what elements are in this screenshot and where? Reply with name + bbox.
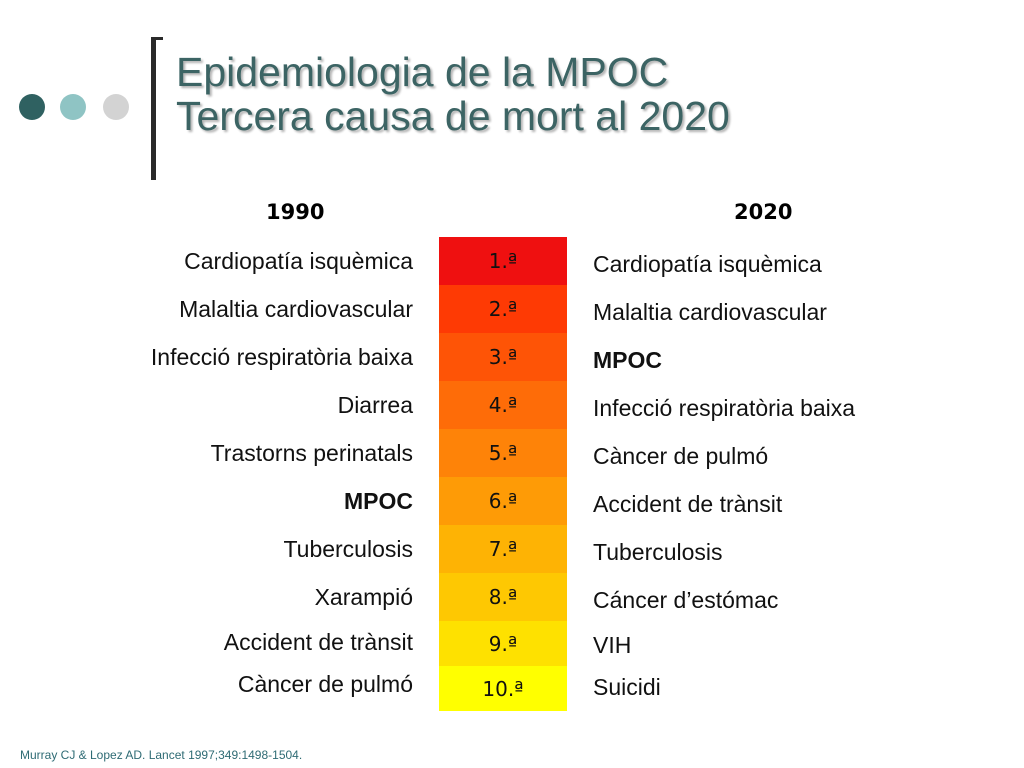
cause-1990-item: Tuberculosis — [283, 536, 413, 562]
cause-1990-item: Trastorns perinatals — [210, 440, 413, 466]
cause-1990-item: Cardiopatía isquèmica — [184, 248, 413, 274]
rank-cell: 10.ª — [439, 666, 567, 711]
rank-cell: 6.ª — [439, 477, 567, 525]
cause-2020-item: Cáncer d’estómac — [593, 587, 779, 613]
cause-2020-item: Suicidi — [593, 674, 661, 700]
cause-1990-item: Infecció respiratòria baixa — [150, 344, 413, 370]
cause-2020-item: Cardiopatía isquèmica — [593, 251, 822, 277]
cause-1990-item: Accident de trànsit — [223, 629, 413, 655]
cause-2020-item: Accident de trànsit — [593, 491, 783, 517]
rank-column: 1.ª 2.ª 3.ª 4.ª 5.ª 6.ª 7.ª 8.ª 9.ª 10.ª — [439, 237, 567, 711]
decor-dot-gray — [103, 94, 129, 120]
cause-2020-item: Càncer de pulmó — [593, 443, 769, 469]
cause-1990-item: Xarampió — [314, 584, 413, 610]
decor-dot-dark — [19, 94, 45, 120]
year-header-1990: 1990 — [266, 200, 325, 224]
title-line-2: Tercera causa de mort al 2020 — [176, 93, 730, 139]
cause-2020-item: Malaltia cardiovascular — [593, 299, 827, 325]
rank-cell: 3.ª — [439, 333, 567, 381]
causes-2020-list: Cardiopatía isquèmica Malaltia cardiovas… — [593, 240, 1013, 708]
cause-2020-item: Infecció respiratòria baixa — [593, 395, 856, 421]
cause-1990-item-highlight: MPOC — [344, 488, 413, 514]
cause-1990-item: Diarrea — [337, 392, 413, 418]
citation: Murray CJ & Lopez AD. Lancet 1997;349:14… — [20, 748, 303, 762]
title-bracket-line — [151, 37, 156, 180]
cause-2020-item: VIH — [593, 632, 632, 658]
cause-2020-item: Tuberculosis — [593, 539, 723, 565]
causes-1990-list: Cardiopatía isquèmica Malaltia cardiovas… — [40, 237, 413, 705]
slide-title: Epidemiologia de la MPOC Tercera causa d… — [176, 50, 730, 138]
rank-cell: 9.ª — [439, 621, 567, 666]
rank-cell: 5.ª — [439, 429, 567, 477]
cause-2020-item-highlight: MPOC — [593, 347, 662, 373]
rank-cell: 1.ª — [439, 237, 567, 285]
year-header-2020: 2020 — [734, 200, 793, 224]
cause-1990-item: Càncer de pulmó — [237, 671, 413, 697]
rank-cell: 8.ª — [439, 573, 567, 621]
rank-cell: 2.ª — [439, 285, 567, 333]
title-line-1: Epidemiologia de la MPOC — [176, 49, 669, 95]
decor-dot-teal — [60, 94, 86, 120]
cause-1990-item: Malaltia cardiovascular — [179, 296, 413, 322]
rank-cell: 7.ª — [439, 525, 567, 573]
rank-cell: 4.ª — [439, 381, 567, 429]
title-bracket-top — [151, 37, 163, 40]
